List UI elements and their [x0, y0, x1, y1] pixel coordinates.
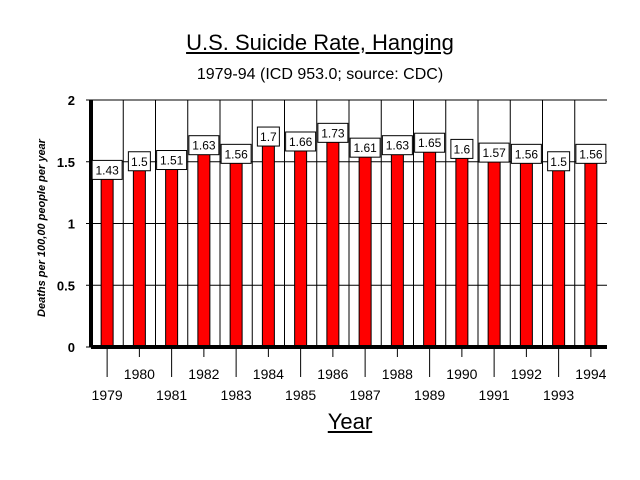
- y-tick-label: 0: [68, 340, 75, 355]
- data-label: 1.5: [131, 155, 148, 169]
- y-tick-label: 2: [68, 93, 75, 108]
- data-label-box: [450, 138, 474, 159]
- bar: [294, 141, 308, 348]
- data-label-box: [188, 135, 220, 156]
- data-label-box: [575, 143, 607, 164]
- y-tick-label: 0.5: [57, 278, 75, 293]
- data-label: 1.51: [160, 154, 184, 168]
- bar: [423, 142, 437, 348]
- x-tick-label: 1983: [221, 387, 252, 403]
- data-label: 1.65: [418, 136, 442, 150]
- data-label-box: [547, 151, 571, 172]
- data-label-box: [256, 126, 280, 147]
- x-tick-label: 1984: [253, 366, 284, 382]
- data-label-box: [91, 159, 123, 180]
- data-label-box: [478, 142, 510, 163]
- x-tick-label: 1985: [285, 387, 316, 403]
- data-label: 1.73: [321, 126, 345, 140]
- bar: [455, 148, 469, 348]
- bar: [519, 153, 533, 348]
- bar: [132, 161, 146, 348]
- y-tick-label: 1: [68, 217, 75, 232]
- data-label: 1.56: [224, 147, 248, 161]
- x-tick-label: 1988: [382, 366, 413, 382]
- x-tick-label: 1993: [543, 387, 574, 403]
- y-tick-label: 1.5: [57, 155, 75, 170]
- data-label: 1.7: [260, 130, 277, 144]
- data-label: 1.66: [289, 135, 313, 149]
- bar: [197, 145, 211, 348]
- bar: [584, 153, 598, 348]
- x-tick-label: 1991: [479, 387, 510, 403]
- bar: [326, 132, 340, 348]
- data-label: 1.63: [386, 139, 410, 153]
- data-label-box: [285, 131, 317, 152]
- data-label: 1.56: [515, 147, 539, 161]
- data-label-box: [317, 122, 349, 143]
- x-tick-label: 1981: [156, 387, 187, 403]
- data-label-box: [220, 143, 252, 164]
- data-label-box: [127, 151, 151, 172]
- data-label-box: [381, 135, 413, 156]
- x-tick-label: 1979: [92, 387, 123, 403]
- data-label: 1.5: [550, 155, 567, 169]
- x-tick-label: 1980: [124, 366, 155, 382]
- x-tick-label: 1990: [446, 366, 477, 382]
- x-tick-label: 1986: [317, 366, 348, 382]
- x-tick-label: 1982: [188, 366, 219, 382]
- data-label: 1.63: [192, 139, 216, 153]
- data-label: 1.57: [482, 146, 506, 160]
- bar: [229, 153, 243, 348]
- bar: [390, 145, 404, 348]
- data-label: 1.43: [95, 163, 119, 177]
- data-label-box: [156, 150, 188, 171]
- x-tick-label: 1989: [414, 387, 445, 403]
- bar: [358, 147, 372, 348]
- chart-title: U.S. Suicide Rate, Hanging: [186, 30, 454, 55]
- x-tick-label: 1992: [511, 366, 542, 382]
- bar: [487, 152, 501, 348]
- data-label-box: [414, 132, 446, 153]
- data-label: 1.61: [353, 141, 377, 155]
- bar: [552, 161, 566, 348]
- bar: [165, 160, 179, 348]
- data-label: 1.6: [454, 142, 471, 156]
- bar: [261, 136, 275, 348]
- x-axis-label: Year: [327, 409, 373, 434]
- chart-subtitle: 1979-94 (ICD 953.0; source: CDC): [196, 66, 444, 83]
- x-tick-label: 1987: [350, 387, 381, 403]
- data-label-box: [510, 143, 542, 164]
- data-label-box: [349, 137, 381, 158]
- x-tick-label: 1994: [575, 366, 606, 382]
- bar: [100, 169, 114, 348]
- data-label: 1.56: [579, 147, 603, 161]
